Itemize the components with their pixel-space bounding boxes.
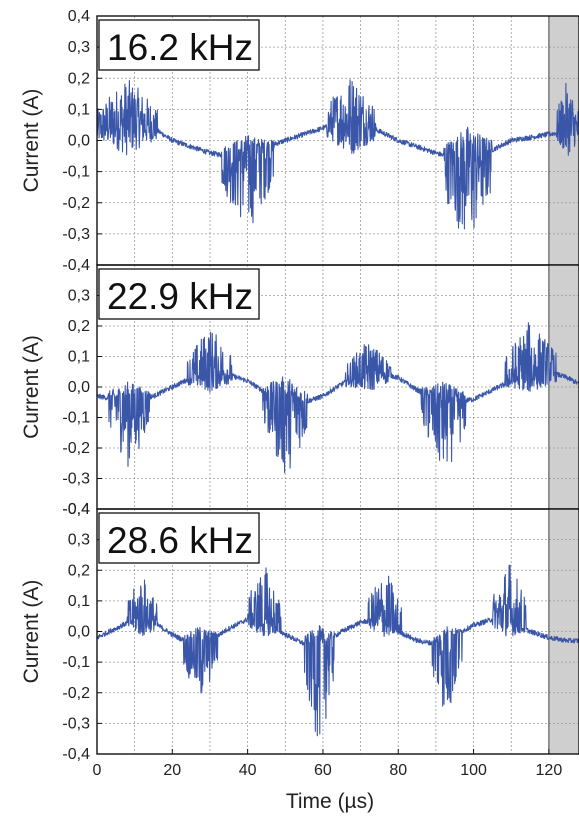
y-tick-label: 0,1: [68, 101, 90, 118]
frequency-label-box: [98, 268, 260, 320]
frequency-label: 22.9 kHz: [98, 268, 260, 320]
y-tick-label: 0,4: [68, 8, 90, 25]
x-tick-label: 0: [93, 762, 102, 779]
y-tick-label: -0,2: [62, 440, 90, 457]
x-axis: 0 20 40 60 80 100 120 Time (µs): [93, 749, 563, 813]
y-tick-label: -0,3: [62, 715, 90, 732]
y-tick-label: 0,2: [68, 70, 90, 87]
y-tick-label: 0,3: [68, 288, 90, 305]
current-trace: [96, 322, 579, 474]
y-tick-label: -0,4: [62, 257, 90, 274]
y-tick-label: -0,1: [62, 410, 90, 427]
y-axis-label: Current (A): [20, 89, 43, 193]
frequency-label-box: [98, 512, 260, 564]
current-trace: [96, 564, 579, 737]
y-tick-label: 0,1: [68, 349, 90, 366]
frequency-label-text: 22.9 kHz: [107, 276, 253, 317]
frequency-label-text: 28.6 kHz: [107, 520, 253, 561]
y-tick-label: -0,2: [62, 195, 90, 212]
y-tick-label: 0,2: [68, 562, 90, 579]
x-tick-label: 60: [314, 762, 332, 779]
x-tick-label: 20: [163, 762, 181, 779]
y-tick-label: -0,4: [62, 746, 90, 763]
y-tick-label: 0,3: [68, 39, 90, 56]
y-axis-label: Current (A): [20, 580, 43, 684]
y-tick-label: 0,3: [68, 532, 90, 549]
panel-3: -0,4 0,3 0,2 0,1 0,0 -0,1 -0,2 -0,3 -0,4 Current …: [20, 501, 579, 763]
x-tick-label: 80: [389, 762, 407, 779]
panel-1: 0,4 0,3 0,2 0,1 0,0 -0,1 -0,2 -0,3 -0,4 Current (…: [20, 8, 579, 274]
y-tick-label: -0,1: [62, 654, 90, 671]
y-tick-label: 0,1: [68, 593, 90, 610]
frequency-label-text: 16.2 kHz: [107, 27, 253, 68]
y-tick-label: 0,0: [68, 379, 90, 396]
frequency-label-box: [98, 19, 260, 71]
frequency-label: 16.2 kHz: [98, 19, 260, 71]
x-axis-label: Time (µs): [286, 790, 374, 813]
y-tick-label: 0,0: [68, 624, 90, 641]
x-tick-label: 100: [460, 762, 487, 779]
y-tick-label: -0,1: [62, 164, 90, 181]
current-trace: [96, 79, 579, 230]
x-tick-label: 40: [239, 762, 257, 779]
y-tick-label: -0,4: [62, 501, 90, 518]
y-tick-label: -0,4: [62, 501, 90, 518]
y-tick-label: -0,3: [62, 471, 90, 488]
y-tick-label: -0,3: [62, 226, 90, 243]
y-axis-label: Current (A): [20, 335, 43, 439]
x-tick-label: 120: [536, 762, 563, 779]
y-tick-label: -0,2: [62, 685, 90, 702]
y-tick-label: 0,2: [68, 318, 90, 335]
y-tick-label: 0,0: [68, 133, 90, 150]
frequency-label: 28.6 kHz: [98, 512, 260, 564]
panel-2: 0,3 0,2 0,1 0,0 -0,1 -0,2 -0,3 -0,4 Current (A) 2…: [20, 264, 579, 518]
